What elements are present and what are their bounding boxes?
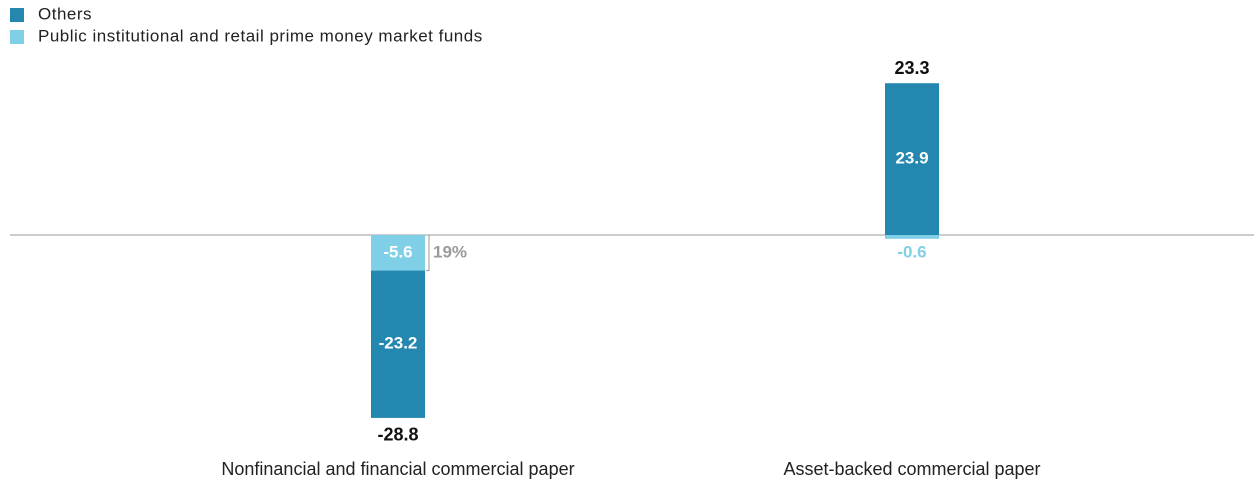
bar-segment bbox=[885, 235, 939, 239]
x-tick-label: Asset-backed commercial paper bbox=[783, 459, 1040, 479]
total-label: 23.3 bbox=[894, 58, 929, 78]
segment-label: -5.6 bbox=[383, 242, 412, 261]
legend-label: Public institutional and retail prime mo… bbox=[38, 26, 483, 45]
legend-swatch bbox=[10, 30, 24, 44]
legend-label: Others bbox=[38, 4, 92, 23]
segment-label: 23.9 bbox=[895, 149, 928, 168]
bar-segment bbox=[371, 235, 425, 271]
legend-swatch bbox=[10, 8, 24, 22]
segment-label: -23.2 bbox=[379, 334, 418, 353]
bar-segment bbox=[371, 270, 425, 418]
annotation: 19% bbox=[433, 242, 467, 261]
bar-segment bbox=[885, 83, 939, 236]
x-tick-label: Nonfinancial and financial commercial pa… bbox=[221, 459, 574, 479]
annotation-bracket bbox=[426, 234, 430, 272]
total-label: -28.8 bbox=[377, 425, 418, 445]
segment-label: -0.6 bbox=[897, 242, 926, 261]
